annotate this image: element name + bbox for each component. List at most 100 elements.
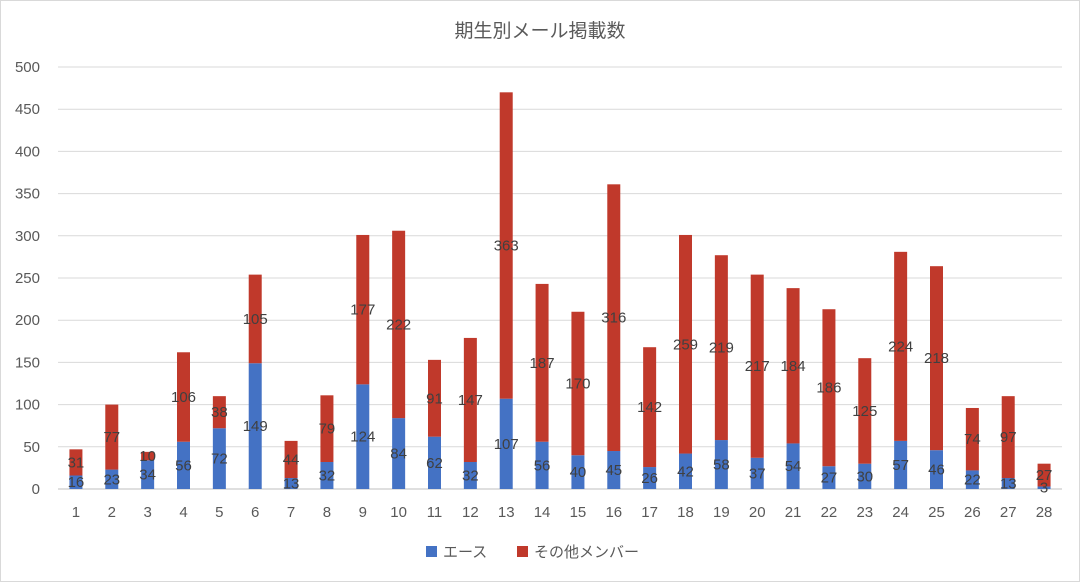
data-label: 72 xyxy=(211,451,228,468)
x-tick-label: 9 xyxy=(359,504,367,521)
data-label: 217 xyxy=(745,358,770,375)
x-tick-label: 11 xyxy=(427,504,443,521)
data-label: 57 xyxy=(892,457,909,474)
x-tick-label: 10 xyxy=(390,504,407,521)
data-label: 363 xyxy=(494,238,519,255)
data-label: 23 xyxy=(103,471,120,488)
data-label: 316 xyxy=(601,310,626,327)
x-tick-label: 22 xyxy=(821,504,838,521)
data-label: 32 xyxy=(319,467,336,484)
y-tick-label: 450 xyxy=(15,101,40,118)
gridlines xyxy=(58,67,1062,489)
data-label: 10 xyxy=(139,448,156,465)
x-tick-label: 8 xyxy=(323,504,331,521)
x-tick-label: 7 xyxy=(287,504,295,521)
x-tick-label: 5 xyxy=(215,504,223,521)
data-label: 62 xyxy=(426,455,443,472)
x-axis: 1 2 3 4 5 6 7 8 9 10 11 12 13 14 15 16 17 18 19 20 21 22 23 24 2… xyxy=(72,504,1053,521)
legend-label-other-members: その他メンバー xyxy=(534,543,639,561)
x-tick-label: 3 xyxy=(143,504,151,521)
data-label: 44 xyxy=(283,451,300,468)
data-label: 186 xyxy=(816,380,841,397)
y-tick-label: 350 xyxy=(15,186,40,203)
data-label: 97 xyxy=(1000,429,1017,446)
data-label: 142 xyxy=(637,399,662,416)
x-tick-label: 24 xyxy=(892,504,909,521)
data-label: 106 xyxy=(171,389,196,406)
x-tick-label: 25 xyxy=(928,504,945,521)
y-tick-label: 500 xyxy=(15,59,40,76)
x-tick-label: 28 xyxy=(1036,504,1053,521)
x-tick-label: 18 xyxy=(677,504,694,521)
data-label: 149 xyxy=(243,418,268,435)
x-tick-label: 27 xyxy=(1000,504,1017,521)
data-label: 77 xyxy=(103,429,120,446)
data-label: 58 xyxy=(713,457,730,474)
data-label: 219 xyxy=(709,340,734,357)
data-label: 79 xyxy=(319,421,336,438)
data-label: 124 xyxy=(350,429,375,446)
data-label: 46 xyxy=(928,462,945,479)
data-label: 105 xyxy=(243,311,268,328)
data-label: 84 xyxy=(390,446,407,463)
data-label: 45 xyxy=(605,462,622,479)
data-label: 42 xyxy=(677,463,694,480)
y-tick-label: 50 xyxy=(23,439,40,456)
data-label: 34 xyxy=(139,467,156,484)
data-label: 56 xyxy=(534,457,551,474)
data-label: 40 xyxy=(570,464,587,481)
x-tick-label: 15 xyxy=(570,504,587,521)
data-label: 13 xyxy=(1000,476,1017,493)
y-tick-label: 250 xyxy=(15,270,40,287)
y-tick-label: 100 xyxy=(15,397,40,414)
legend-label-ace: エース xyxy=(443,543,487,561)
data-label: 56 xyxy=(175,457,192,474)
data-label: 37 xyxy=(749,465,766,482)
data-label: 170 xyxy=(565,376,590,393)
x-tick-label: 26 xyxy=(964,504,981,521)
x-tick-label: 21 xyxy=(785,504,802,521)
data-label: 125 xyxy=(852,403,877,420)
y-tick-label: 150 xyxy=(15,354,40,371)
x-tick-label: 20 xyxy=(749,504,766,521)
legend: エース その他メンバー xyxy=(426,543,639,561)
data-label: 22 xyxy=(964,472,981,489)
data-label: 187 xyxy=(530,355,555,372)
x-tick-label: 2 xyxy=(108,504,116,521)
data-label: 32 xyxy=(462,467,479,484)
data-label: 91 xyxy=(426,390,443,407)
x-tick-label: 6 xyxy=(251,504,259,521)
x-tick-label: 12 xyxy=(462,504,479,521)
data-label: 177 xyxy=(350,302,375,319)
data-label: 107 xyxy=(494,436,519,453)
data-label: 184 xyxy=(781,358,806,375)
x-tick-label: 13 xyxy=(498,504,515,521)
legend-swatch-ace xyxy=(426,546,437,557)
y-tick-label: 300 xyxy=(15,228,40,245)
data-label: 16 xyxy=(68,474,85,491)
data-label: 54 xyxy=(785,458,802,475)
x-tick-label: 14 xyxy=(534,504,551,521)
y-axis: 0 50 100 150 200 250 300 350 400 450 500 xyxy=(15,59,40,498)
x-tick-label: 1 xyxy=(72,504,80,521)
data-label: 30 xyxy=(856,468,873,485)
data-label: 259 xyxy=(673,336,698,353)
y-tick-label: 200 xyxy=(15,312,40,329)
data-label: 31 xyxy=(68,454,85,471)
x-tick-label: 16 xyxy=(605,504,622,521)
data-label: 27 xyxy=(821,470,838,487)
x-tick-label: 19 xyxy=(713,504,730,521)
data-label: 147 xyxy=(458,392,483,409)
data-label: 27 xyxy=(1036,467,1053,484)
legend-swatch-other-members xyxy=(517,546,528,557)
x-tick-label: 17 xyxy=(641,504,658,521)
data-label: 218 xyxy=(924,350,949,367)
data-label: 74 xyxy=(964,431,981,448)
y-tick-label: 0 xyxy=(32,481,40,498)
data-label: 224 xyxy=(888,338,913,355)
data-label: 38 xyxy=(211,404,228,421)
y-tick-label: 400 xyxy=(15,143,40,160)
chart-title: 期生別メール掲載数 xyxy=(454,20,625,42)
x-tick-label: 4 xyxy=(179,504,187,521)
